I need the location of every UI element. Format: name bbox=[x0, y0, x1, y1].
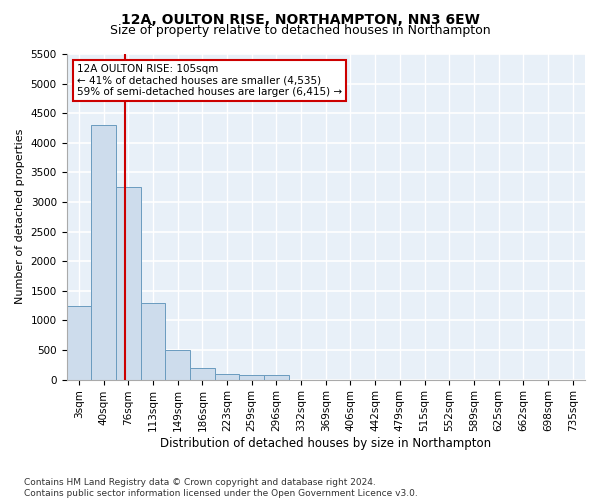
Bar bbox=[140, 302, 165, 380]
Bar bbox=[67, 306, 91, 380]
Bar bbox=[264, 375, 289, 380]
Bar bbox=[91, 125, 116, 380]
Text: Contains HM Land Registry data © Crown copyright and database right 2024.
Contai: Contains HM Land Registry data © Crown c… bbox=[24, 478, 418, 498]
Text: 12A, OULTON RISE, NORTHAMPTON, NN3 6EW: 12A, OULTON RISE, NORTHAMPTON, NN3 6EW bbox=[121, 12, 479, 26]
Text: Size of property relative to detached houses in Northampton: Size of property relative to detached ho… bbox=[110, 24, 490, 37]
Bar bbox=[190, 368, 215, 380]
Bar bbox=[239, 375, 264, 380]
Bar bbox=[165, 350, 190, 380]
Text: 12A OULTON RISE: 105sqm
← 41% of detached houses are smaller (4,535)
59% of semi: 12A OULTON RISE: 105sqm ← 41% of detache… bbox=[77, 64, 342, 97]
Bar bbox=[215, 374, 239, 380]
X-axis label: Distribution of detached houses by size in Northampton: Distribution of detached houses by size … bbox=[160, 437, 491, 450]
Bar bbox=[116, 187, 140, 380]
Y-axis label: Number of detached properties: Number of detached properties bbox=[15, 129, 25, 304]
